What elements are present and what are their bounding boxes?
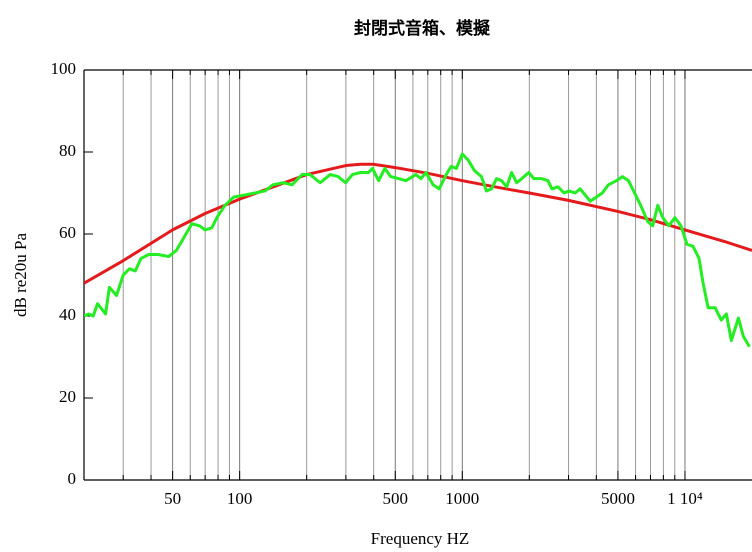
y-tick-label: 80 (59, 141, 76, 160)
y-tick-label: 60 (59, 223, 76, 242)
x-tick-label: 5000 (601, 489, 635, 508)
chart-title: 封閉式音箱、模擬 (354, 18, 491, 39)
y-tick-label: 0 (68, 469, 77, 488)
x-axis-label: Frequency HZ (371, 529, 470, 548)
y-tick-label: 100 (51, 59, 77, 78)
x-tick-label: 1000 (445, 489, 479, 508)
y-tick-label: 20 (59, 387, 76, 406)
x-tick-label: 1 10⁴ (667, 489, 703, 508)
y-tick-label: 40 (59, 305, 76, 324)
plot-area (84, 152, 752, 348)
x-tick-label: 50 (164, 489, 181, 508)
y-axis-label: dB re20u Pa (11, 233, 30, 318)
line-series (84, 162, 752, 285)
line-series (84, 152, 751, 348)
x-tick-label: 100 (227, 489, 253, 508)
x-tick-label: 500 (383, 489, 409, 508)
